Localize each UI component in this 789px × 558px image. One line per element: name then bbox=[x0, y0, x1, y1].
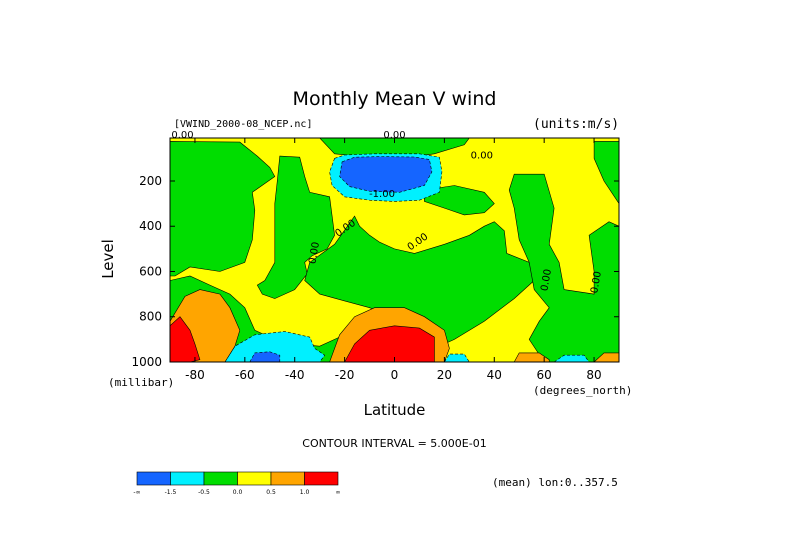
x-tick-label: 20 bbox=[437, 368, 452, 382]
chart-title: Monthly Mean V wind bbox=[292, 88, 497, 110]
x-axis-units: (degrees_north) bbox=[533, 384, 633, 397]
x-axis-label: Latitude bbox=[363, 401, 426, 419]
colorbar-swatch bbox=[237, 471, 272, 486]
contour-region-green-southmid bbox=[256, 155, 335, 299]
colorbar-label: 0.5 bbox=[266, 489, 276, 496]
colorbar-label: 0.0 bbox=[233, 489, 243, 496]
x-tick-label: -80 bbox=[185, 368, 205, 382]
colorbar-label: -∞ bbox=[133, 489, 140, 496]
y-axis-units: (millibar) bbox=[108, 376, 175, 389]
contour-label: 0.00 bbox=[171, 130, 193, 141]
contour-label: 0.00 bbox=[589, 270, 604, 294]
x-tick-label: -60 bbox=[235, 368, 255, 382]
y-tick-label: 400 bbox=[139, 219, 162, 233]
contour-interval-note: CONTOUR INTERVAL = 5.000E-01 bbox=[302, 437, 487, 450]
colorbar-label: ∞ bbox=[336, 489, 341, 496]
contour-region-green-east-a bbox=[424, 185, 495, 216]
contour-region-red-center bbox=[344, 325, 435, 362]
contour-label: 0.00 bbox=[471, 150, 493, 161]
y-tick-label: 600 bbox=[139, 264, 162, 278]
contour-label: 0.00 bbox=[307, 241, 322, 265]
x-tick-label: 60 bbox=[537, 368, 552, 382]
contour-region-cyan-bottom-east-2 bbox=[553, 354, 590, 362]
subset-note: (mean) lon:0..357.5 bbox=[492, 476, 618, 489]
x-tick-label: 40 bbox=[487, 368, 502, 382]
contour-region-red-left bbox=[170, 316, 201, 362]
y-tick-label: 800 bbox=[139, 310, 162, 324]
contour-region-green-east-b bbox=[508, 173, 619, 362]
contour-label: -1.00 bbox=[369, 189, 395, 200]
contour-region-green-far-east bbox=[593, 141, 619, 205]
x-tick-label: 0 bbox=[391, 368, 399, 382]
contour-region-orange-right-1 bbox=[513, 352, 550, 362]
colorbar: -∞ -1.5 -0.5 0.0 0.5 1.0 ∞ bbox=[133, 471, 341, 496]
y-tick-label: 1000 bbox=[131, 355, 162, 369]
colorbar-swatch bbox=[270, 471, 305, 486]
x-tick-label: 80 bbox=[586, 368, 601, 382]
units-label: (units:m/s) bbox=[533, 117, 620, 132]
contour-region-green-southwest bbox=[170, 141, 276, 277]
colorbar-swatch bbox=[203, 471, 238, 486]
contour-fill-layer bbox=[170, 138, 619, 362]
dataset-label: [VWIND_2000-08_NCEP.nc] bbox=[174, 119, 313, 130]
contour-region-blue-top bbox=[339, 156, 433, 193]
x-tick-label: -40 bbox=[285, 368, 305, 382]
colorbar-label: 1.0 bbox=[300, 489, 310, 496]
colorbar-swatch bbox=[304, 471, 339, 486]
y-tick-layer: 200 400 600 800 1000 bbox=[131, 174, 619, 369]
contour-region-blue-bottom bbox=[249, 351, 281, 362]
colorbar-swatch bbox=[136, 471, 171, 486]
x-tick-label: -20 bbox=[335, 368, 355, 382]
colorbar-label: -0.5 bbox=[198, 489, 210, 496]
contour-region-cyan-bottom bbox=[224, 331, 326, 362]
x-tick-layer: -80 -60 -40 -20 0 20 40 60 80 bbox=[185, 138, 602, 382]
y-tick-label: 200 bbox=[139, 174, 162, 188]
contour-label: 0.00 bbox=[383, 130, 405, 141]
contour-region-cyan-bottom-east bbox=[444, 353, 470, 362]
colorbar-swatch bbox=[170, 471, 205, 486]
colorbar-label: -1.5 bbox=[165, 489, 177, 496]
contour-label: 0.00 bbox=[539, 268, 554, 292]
contour-region-orange-right-2 bbox=[593, 352, 619, 362]
